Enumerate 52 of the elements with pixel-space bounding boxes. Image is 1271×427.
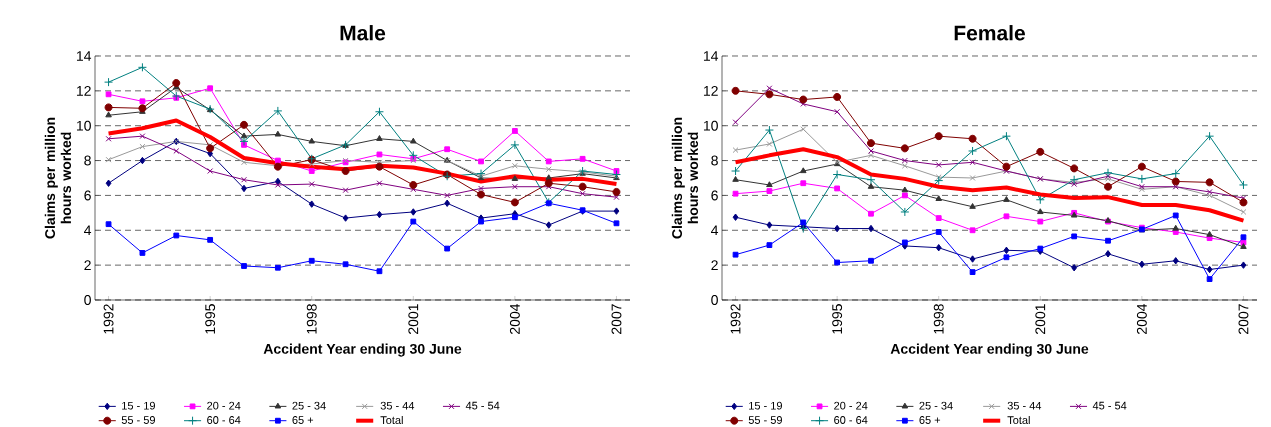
x-axis-title: Accident Year ending 30 June — [890, 343, 1089, 357]
legend-label: 65 + — [292, 416, 314, 424]
x-tick-label: 1998 — [306, 304, 317, 334]
y-tick-label: 6 — [711, 190, 718, 201]
legend-label: 45 - 54 — [1092, 401, 1127, 410]
legend-label: 55 - 59 — [748, 416, 782, 424]
y-axis-title: Claims per million hours worked — [671, 117, 699, 239]
legend-label: Total — [380, 415, 403, 425]
y-tick-label: 6 — [84, 190, 91, 201]
y-tick-label: 0 — [711, 295, 718, 305]
x-tick-label: 1992 — [103, 304, 114, 334]
y-tick-label: 14 — [703, 51, 719, 61]
legend-label: 20 - 24 — [834, 401, 868, 410]
x-tick-label: 1998 — [933, 304, 944, 334]
y-tick-label: 12 — [703, 85, 718, 96]
y-tick-label: 2 — [84, 260, 91, 271]
y-axis-title: Claims per million hours worked — [44, 117, 72, 239]
legend-label: 45 - 54 — [465, 401, 500, 410]
y-tick-label: 12 — [76, 85, 91, 96]
y-tick-label: 14 — [76, 51, 92, 61]
y-tick-label: 10 — [76, 120, 91, 131]
legend-label: 15 - 19 — [122, 401, 155, 410]
chart-title: Female — [954, 25, 1025, 41]
x-tick-label: 2001 — [408, 304, 419, 334]
x-tick-label: 1995 — [205, 304, 216, 334]
y-tick-label: 4 — [84, 225, 92, 236]
y-tick-label: 8 — [711, 155, 718, 166]
legend-label: 25 - 34 — [919, 401, 953, 410]
legend-label: 35 - 44 — [380, 401, 415, 410]
legend-label: 60 - 64 — [834, 416, 868, 424]
y-tick-label: 8 — [84, 155, 91, 166]
y-tick-label: 0 — [84, 295, 91, 305]
y-tick-label: 4 — [711, 225, 719, 236]
legend-label: 55 - 59 — [121, 416, 155, 424]
x-tick-label: 2007 — [611, 304, 622, 334]
x-tick-label: 2004 — [509, 303, 520, 334]
legend-label: Total — [1007, 415, 1030, 425]
legend-label: 35 - 44 — [1007, 401, 1042, 410]
legend-label: 15 - 19 — [749, 401, 782, 410]
x-tick-label: 1992 — [730, 304, 741, 334]
y-tick-label: 2 — [711, 260, 718, 271]
chart-title: Male — [340, 25, 386, 41]
x-axis-title: Accident Year ending 30 June — [263, 343, 462, 357]
x-tick-label: 2001 — [1035, 304, 1046, 334]
x-tick-label: 2007 — [1238, 304, 1249, 334]
legend-label: 65 + — [919, 416, 941, 424]
x-tick-label: 1995 — [832, 304, 843, 334]
legend-label: 60 - 64 — [207, 416, 241, 424]
x-tick-label: 2004 — [1136, 303, 1147, 334]
legend-label: 20 - 24 — [207, 401, 241, 410]
y-tick-label: 10 — [703, 120, 718, 131]
legend-label: 25 - 34 — [292, 401, 326, 410]
